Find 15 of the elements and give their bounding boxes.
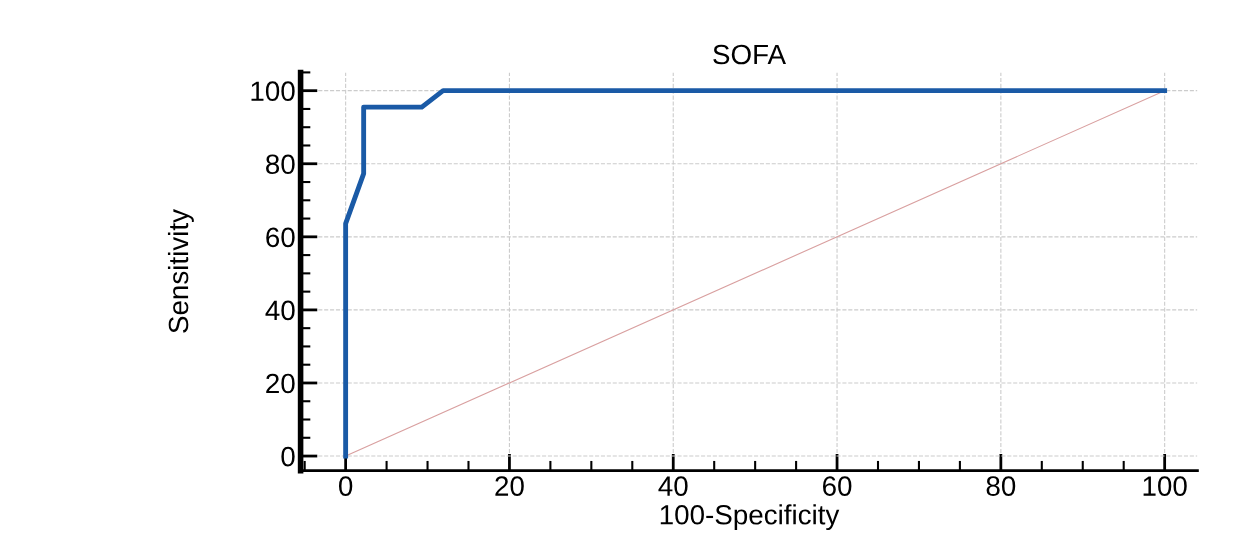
x-tick-label: 40 — [658, 476, 688, 496]
x-tick-label: 20 — [495, 476, 524, 496]
chart-title: SOFA — [713, 44, 786, 65]
x-axis-title: 100-Specificity — [660, 504, 840, 531]
y-tick-label: 60 — [266, 227, 295, 248]
y-tick-label: 100 — [251, 81, 295, 102]
y-tick-label: 20 — [266, 373, 295, 394]
y-tick-label: 80 — [266, 154, 295, 175]
y-axis-title: Sensitivity — [167, 209, 194, 333]
y-tick-label: 40 — [265, 300, 295, 321]
y-tick-label: 0 — [281, 446, 295, 467]
x-tick-label: 60 — [823, 476, 852, 496]
x-tick-label: 0 — [339, 476, 353, 496]
x-tick-label: 100 — [1143, 476, 1187, 496]
x-tick-label: 80 — [986, 476, 1016, 496]
